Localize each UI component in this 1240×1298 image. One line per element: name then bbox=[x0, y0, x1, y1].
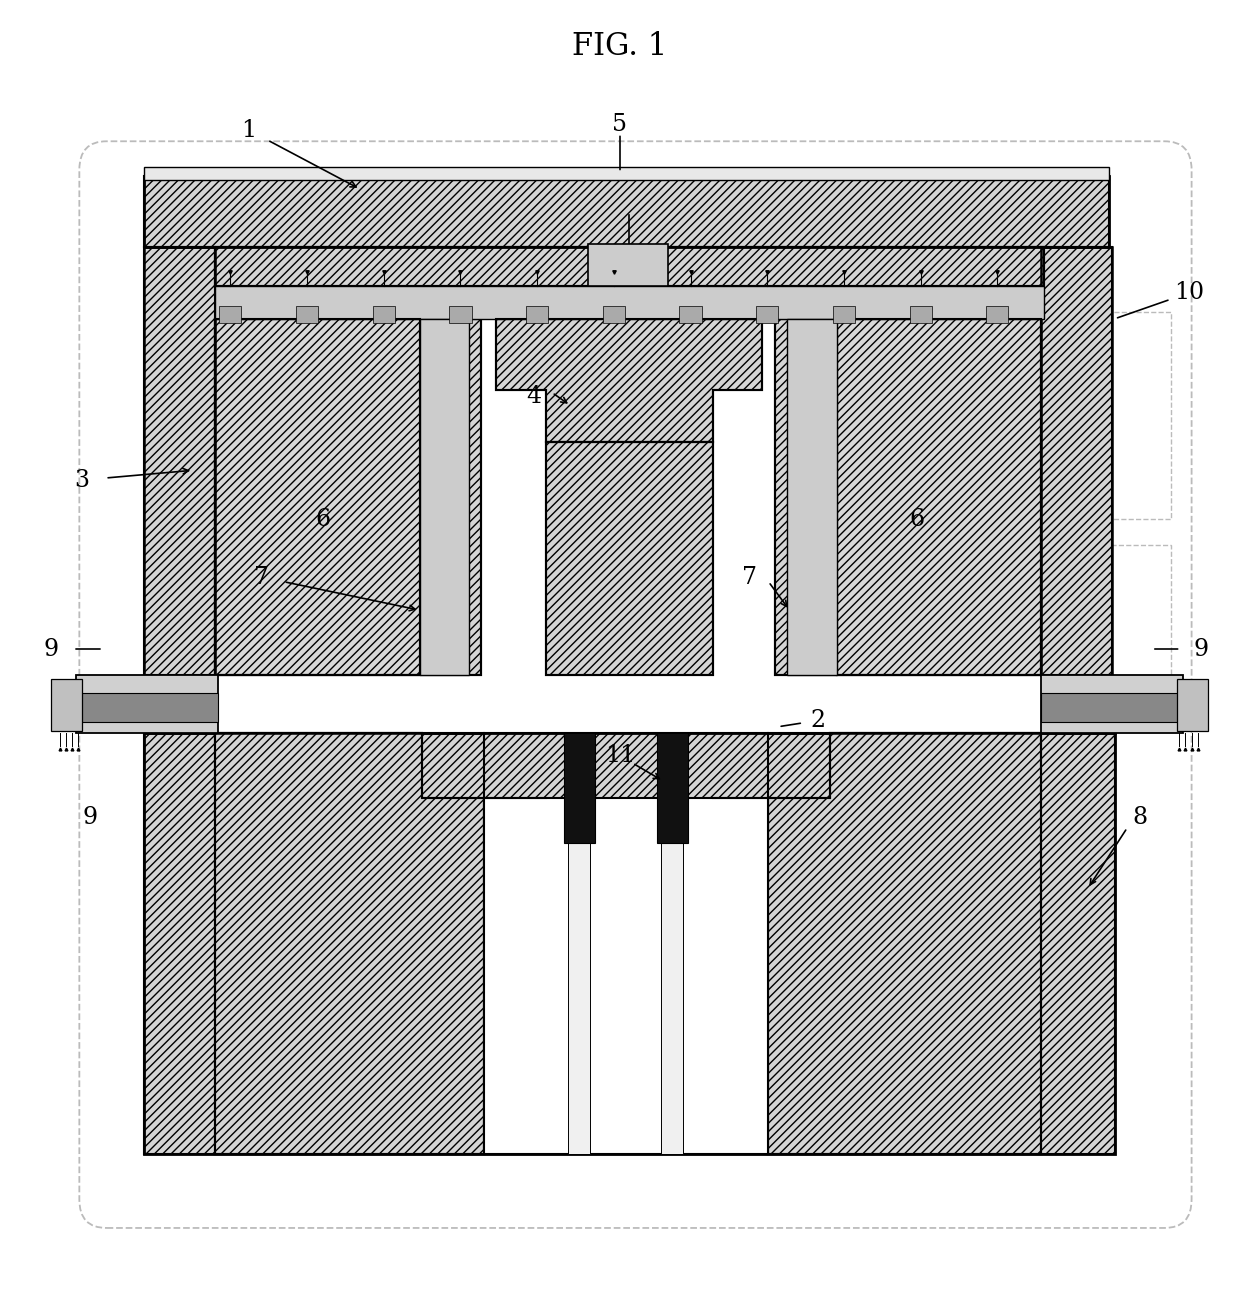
Bar bbox=[216, 248, 1044, 287]
Bar bbox=[756, 306, 779, 323]
Bar bbox=[787, 319, 837, 675]
Bar bbox=[1177, 679, 1208, 731]
Bar bbox=[51, 679, 82, 731]
Bar bbox=[216, 319, 481, 675]
Bar bbox=[775, 319, 1040, 675]
Bar bbox=[986, 306, 1008, 323]
Bar bbox=[296, 306, 319, 323]
Text: 10: 10 bbox=[1174, 282, 1204, 304]
Text: 8: 8 bbox=[1132, 806, 1147, 829]
Bar bbox=[1040, 693, 1179, 722]
Bar bbox=[144, 177, 1109, 248]
Bar bbox=[1040, 675, 1183, 733]
Bar bbox=[588, 244, 668, 287]
Bar bbox=[657, 733, 688, 844]
Bar bbox=[216, 319, 419, 675]
Text: 5: 5 bbox=[613, 113, 627, 136]
Bar bbox=[216, 287, 1044, 319]
Bar bbox=[909, 306, 931, 323]
Polygon shape bbox=[769, 733, 1040, 1154]
Bar bbox=[144, 733, 1115, 1154]
Bar bbox=[546, 441, 713, 675]
Bar bbox=[216, 319, 481, 675]
Text: 3: 3 bbox=[74, 469, 89, 492]
Text: FIG. 1: FIG. 1 bbox=[573, 31, 667, 62]
Bar bbox=[76, 675, 218, 733]
Bar bbox=[775, 319, 1040, 675]
Bar bbox=[837, 319, 1040, 675]
Bar bbox=[526, 306, 548, 323]
Bar bbox=[219, 306, 242, 323]
Bar bbox=[419, 319, 469, 675]
Text: 7: 7 bbox=[743, 566, 758, 589]
Text: 2: 2 bbox=[811, 709, 826, 732]
Bar bbox=[564, 733, 595, 844]
Text: 6: 6 bbox=[909, 508, 925, 531]
Bar bbox=[1084, 545, 1171, 727]
Bar bbox=[546, 441, 713, 675]
Polygon shape bbox=[496, 319, 763, 441]
Bar bbox=[216, 248, 1044, 287]
Text: 4: 4 bbox=[526, 386, 541, 408]
Bar bbox=[1084, 313, 1171, 519]
Bar bbox=[603, 306, 625, 323]
Bar bbox=[79, 693, 218, 722]
Bar bbox=[144, 248, 216, 675]
Bar bbox=[833, 306, 856, 323]
Bar bbox=[568, 844, 590, 1154]
Bar bbox=[484, 798, 769, 1154]
Text: 9: 9 bbox=[43, 637, 58, 661]
Bar bbox=[449, 306, 471, 323]
Bar bbox=[372, 306, 394, 323]
Bar bbox=[1040, 248, 1112, 675]
Bar bbox=[144, 167, 1109, 180]
Bar bbox=[837, 319, 1040, 675]
Text: 9: 9 bbox=[83, 806, 98, 829]
Bar bbox=[661, 844, 683, 1154]
Bar bbox=[144, 733, 1115, 1154]
Polygon shape bbox=[216, 733, 484, 1154]
Text: 7: 7 bbox=[254, 566, 269, 589]
Bar bbox=[144, 248, 216, 675]
Text: 9: 9 bbox=[1194, 637, 1209, 661]
Bar bbox=[144, 177, 1109, 248]
Bar bbox=[1040, 248, 1112, 675]
Bar bbox=[680, 306, 702, 323]
Text: 11: 11 bbox=[605, 744, 635, 767]
Text: 1: 1 bbox=[242, 119, 257, 143]
Text: 6: 6 bbox=[315, 508, 331, 531]
Bar bbox=[216, 319, 419, 675]
